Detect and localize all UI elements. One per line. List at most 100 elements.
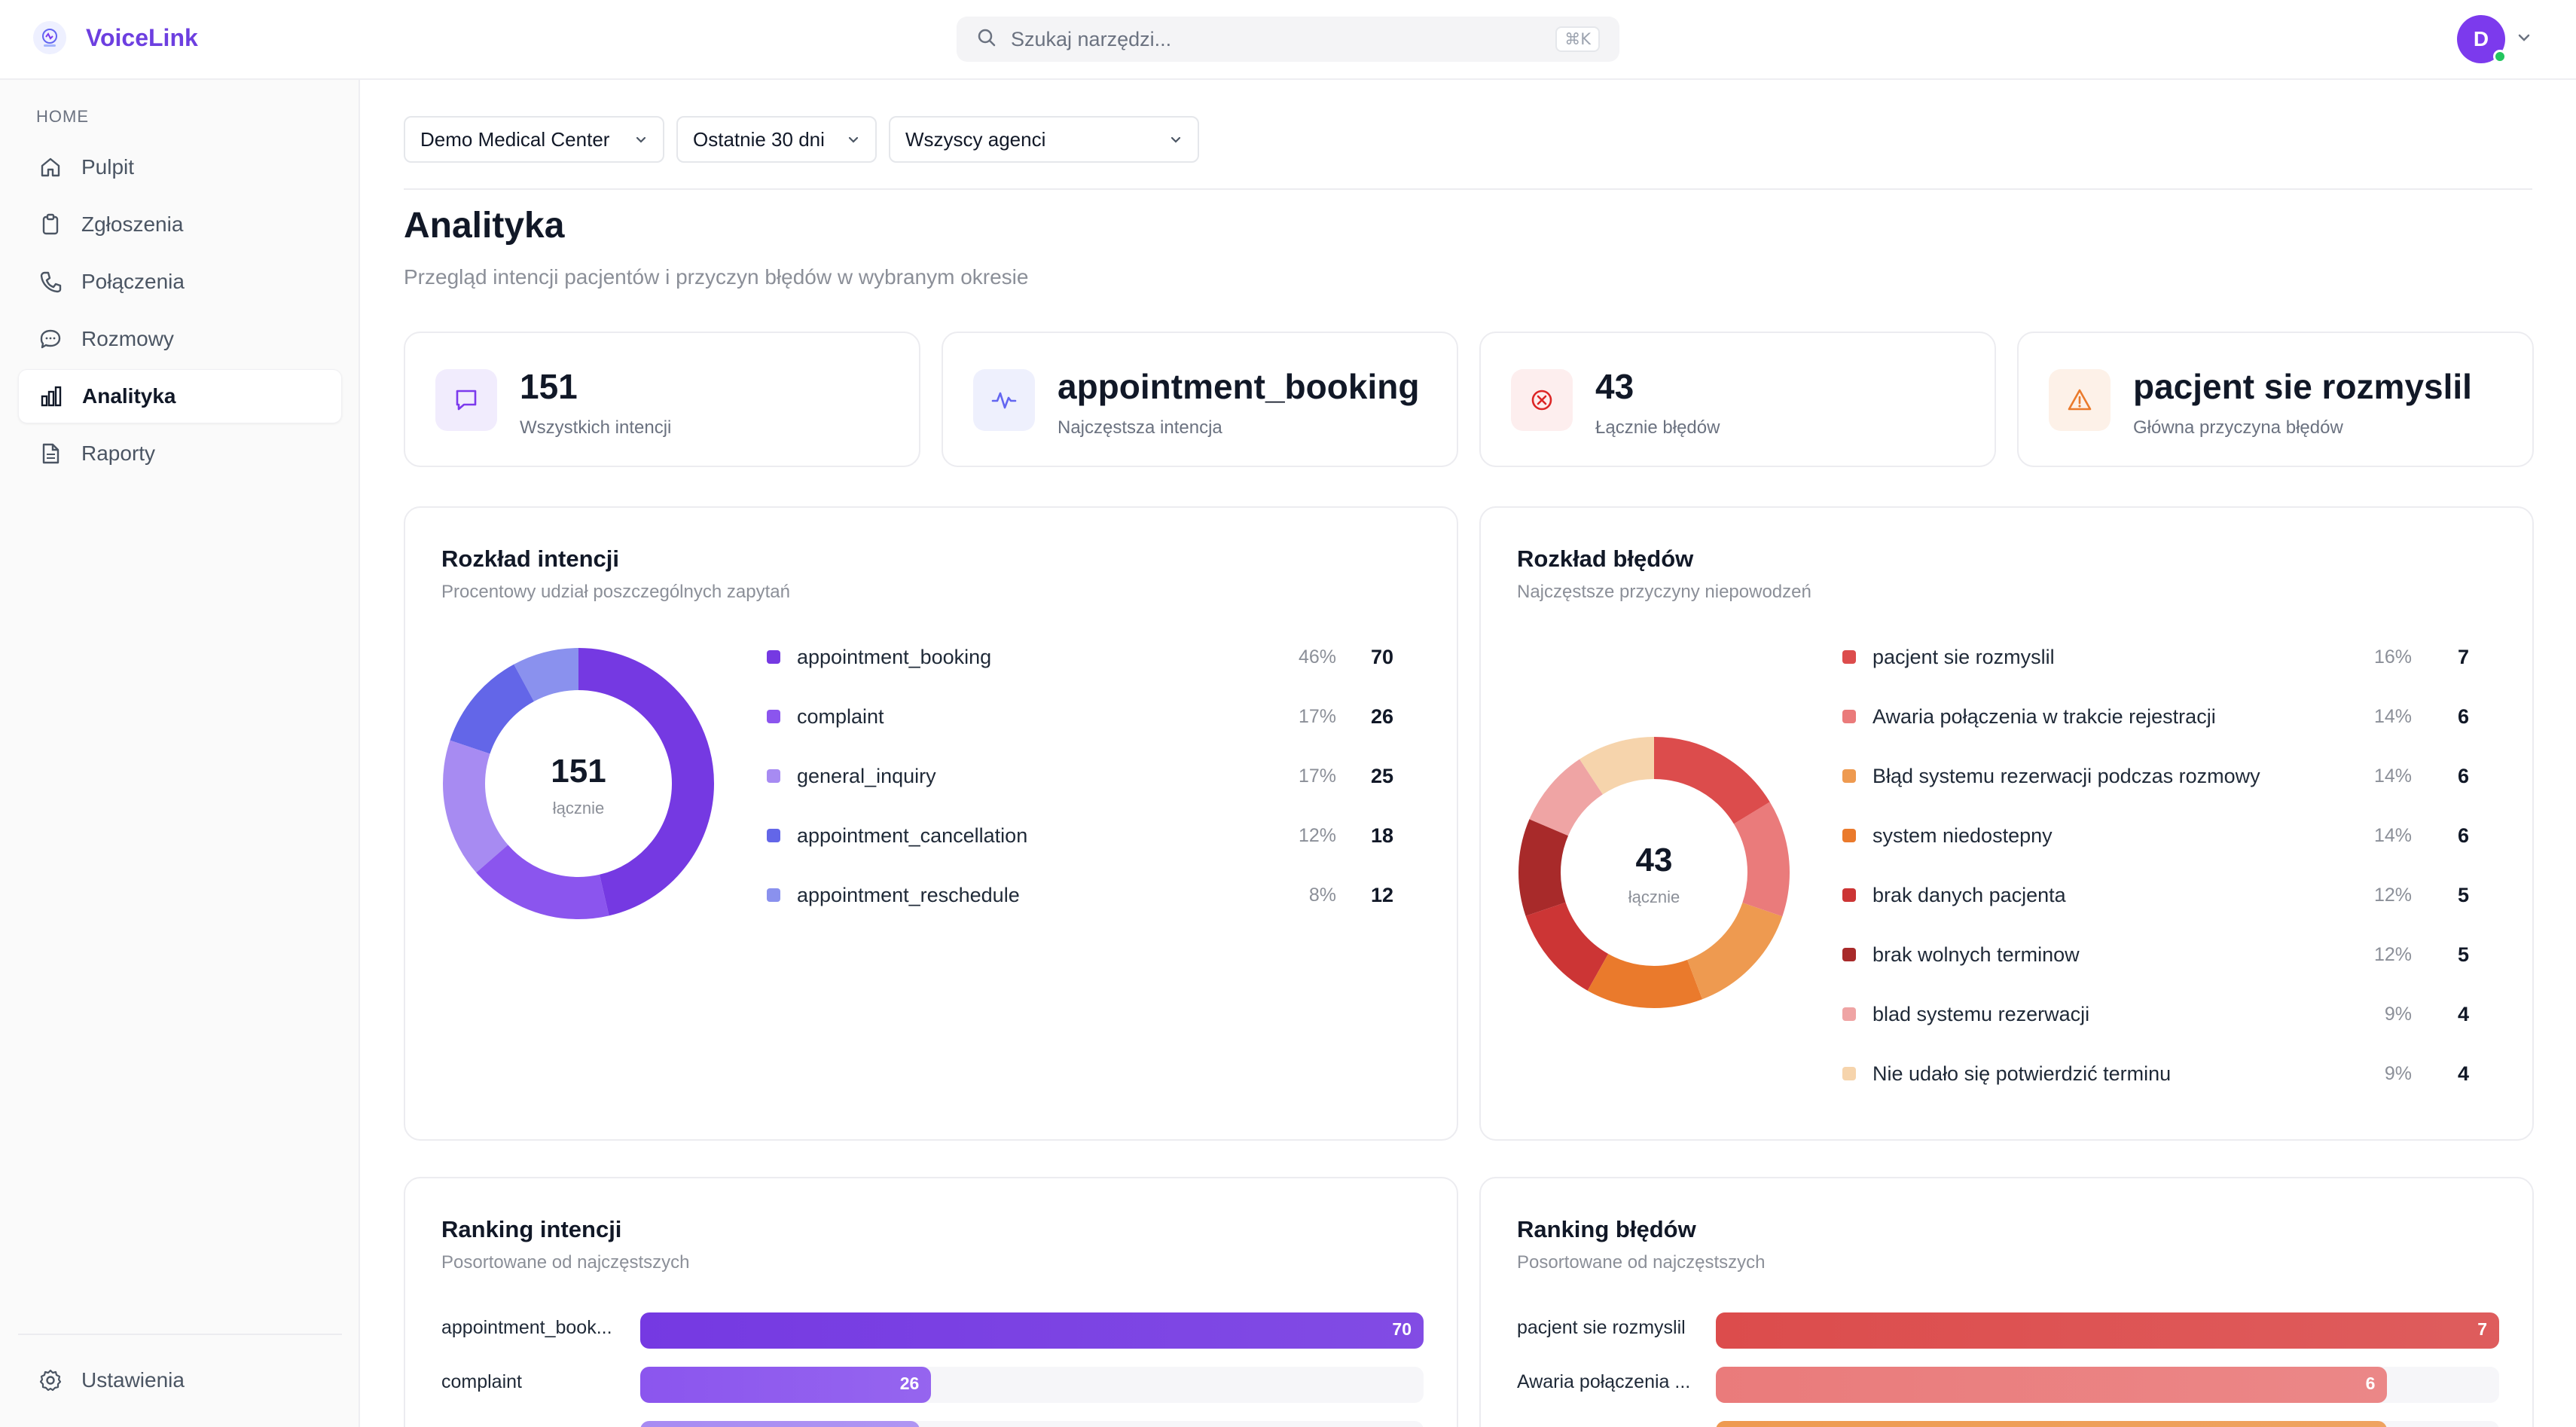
ranking-row[interactable]: pacjent sie rozmyslil 7: [1517, 1312, 2499, 1349]
sidebar-item-label: Raporty: [81, 442, 156, 465]
legend-item[interactable]: general_inquiry 17% 25: [767, 761, 1399, 791]
ranking-value: 70: [1392, 1319, 1412, 1339]
clinic-select[interactable]: Demo Medical Center: [404, 116, 664, 163]
sidebar-item-label: Zgłoszenia: [81, 212, 184, 236]
donut-slice-3[interactable]: [1518, 737, 1790, 1008]
error-ranking-card: Ranking błędów Posortowane od najczęstsz…: [1479, 1177, 2534, 1427]
legend-swatch: [1842, 948, 1856, 961]
sidebar-item-raporty[interactable]: Raporty: [18, 426, 342, 481]
sidebar-item-label: Połączenia: [81, 270, 185, 293]
agents-select[interactable]: Wszyscy agenci: [889, 116, 1199, 163]
sidebar-item-label: Pulpit: [81, 155, 135, 179]
avatar[interactable]: D: [2457, 15, 2507, 63]
page-subtitle: Przegląd intencji pacjentów i przyczyn b…: [404, 265, 1029, 289]
online-status-indicator: [2493, 50, 2507, 63]
ranking-track: 6: [1716, 1421, 2499, 1427]
ranking-value: 26: [899, 1374, 920, 1393]
donut-total: 43: [1636, 842, 1673, 879]
legend-percent: 17%: [1298, 765, 1336, 787]
card-subtitle: Procentowy udział poszczególnych zapytań: [441, 582, 790, 602]
legend-percent: 9%: [2384, 1003, 2412, 1025]
sidebar-item-pulpit[interactable]: Pulpit: [18, 140, 342, 194]
legend-item[interactable]: complaint 17% 26: [767, 701, 1399, 732]
donut-slice-2[interactable]: [443, 648, 714, 919]
chevron-down-icon: [847, 128, 860, 151]
filter-bar: Demo Medical Center Ostatnie 30 dni Wszy…: [404, 116, 1211, 163]
legend-count: 12: [1370, 883, 1393, 906]
legend-label: complaint: [797, 704, 884, 728]
legend-item[interactable]: appointment_booking 46% 70: [767, 642, 1399, 672]
legend-percent: 14%: [2373, 765, 2412, 787]
ranking-row[interactable]: Błąd systemu rezerw...6: [1517, 1421, 2499, 1427]
activity-icon: [973, 369, 1035, 431]
legend-label: general_inquiry: [797, 764, 936, 787]
legend-item[interactable]: appointment_reschedule 8% 12: [767, 880, 1399, 910]
chevron-down-icon: [634, 128, 648, 151]
donut-slice-1[interactable]: [1518, 737, 1790, 1008]
legend-item[interactable]: blad systemu rezerwacji 9% 4: [1842, 999, 2475, 1029]
card-subtitle: Posortowane od najczęstszych: [441, 1252, 690, 1273]
legend-count: 4: [2457, 1002, 2469, 1025]
period-select-value: Ostatnie 30 dni: [693, 127, 825, 151]
app-logo[interactable]: VoiceLink: [33, 21, 198, 54]
legend-count: 5: [2457, 883, 2469, 906]
filters-divider: [404, 188, 2532, 190]
donut-slice-1[interactable]: [443, 648, 714, 919]
legend-swatch: [1842, 829, 1856, 842]
donut-slice-5[interactable]: [1518, 737, 1790, 1008]
stat-value: pacjent sie rozmyslil: [2133, 367, 2472, 406]
legend-item[interactable]: brak wolnych terminow 12% 5: [1842, 940, 2475, 970]
ranking-row[interactable]: general_inquiry25: [441, 1421, 1424, 1427]
legend-swatch: [1842, 769, 1856, 783]
legend-item[interactable]: pacjent sie rozmyslil 16% 7: [1842, 642, 2475, 672]
legend-item[interactable]: Awaria połączenia w trakcie rejestracji 1…: [1842, 701, 2475, 732]
ranking-row[interactable]: Awaria połączenia ... 6: [1517, 1367, 2499, 1403]
ranking-bar: 6: [1716, 1367, 2388, 1403]
stat-label: Wszystkich intencji: [520, 417, 672, 438]
sidebar-item-label: Rozmowy: [81, 327, 174, 350]
legend-percent: 16%: [2373, 646, 2412, 668]
legend-swatch: [1842, 888, 1856, 902]
legend-count: 70: [1370, 645, 1393, 668]
intent-distribution-card: Rozkład intencji Procentowy udział poszc…: [404, 506, 1458, 1141]
user-menu[interactable]: D: [2457, 15, 2532, 63]
period-select[interactable]: Ostatnie 30 dni: [676, 116, 877, 163]
avatar-initial: D: [2473, 27, 2489, 50]
ranking-track: 6: [1716, 1367, 2499, 1403]
legend-item[interactable]: appointment_cancellation 12% 18: [767, 820, 1399, 851]
legend-percent: 12%: [1298, 824, 1336, 846]
legend-count: 6: [2457, 824, 2469, 847]
sidebar-item-zgloszenia[interactable]: Zgłoszenia: [18, 197, 342, 252]
sidebar-item-polaczenia[interactable]: Połączenia: [18, 255, 342, 309]
sidebar-item-rozmowy[interactable]: Rozmowy: [18, 312, 342, 366]
legend-item[interactable]: Nie udało się potwierdzić terminu 9% 4: [1842, 1059, 2475, 1089]
main-content: Demo Medical Center Ostatnie 30 dni Wszy…: [360, 80, 2576, 1427]
legend-count: 7: [2457, 645, 2469, 668]
ranking-row[interactable]: complaint 26: [441, 1367, 1424, 1403]
sidebar-item-analityka[interactable]: Analityka: [18, 369, 342, 423]
sidebar-item-ustawienia[interactable]: Ustawienia: [18, 1353, 342, 1407]
chevron-down-icon[interactable]: [2516, 29, 2532, 50]
legend-swatch: [767, 650, 780, 664]
ranking-row[interactable]: appointment_book... 70: [441, 1312, 1424, 1349]
legend-item[interactable]: brak danych pacjenta 12% 5: [1842, 880, 2475, 910]
error-legend: pacjent sie rozmyslil 16% 7 Awaria połączen…: [1842, 642, 2475, 1124]
legend-swatch: [1842, 710, 1856, 723]
legend-swatch: [1842, 1007, 1856, 1021]
home-icon: [38, 154, 63, 180]
legend-percent: 17%: [1298, 705, 1336, 727]
stat-value: appointment_booking: [1058, 367, 1420, 406]
gear-icon: [38, 1367, 63, 1393]
legend-percent: 14%: [2373, 705, 2412, 727]
search-bar[interactable]: ⌘K: [957, 17, 1619, 62]
donut-slice-0[interactable]: [443, 648, 714, 919]
ranking-label: complaint: [441, 1371, 522, 1392]
intent-ranking-card: Ranking intencji Posortowane od najczęst…: [404, 1177, 1458, 1427]
legend-percent: 8%: [1308, 884, 1336, 906]
top-bar: VoiceLink ⌘K D: [0, 0, 2576, 80]
search-input[interactable]: [1011, 27, 1556, 51]
legend-swatch: [767, 710, 780, 723]
donut-slice-0[interactable]: [1518, 737, 1790, 1008]
legend-item[interactable]: system niedostepny 14% 6: [1842, 820, 2475, 851]
legend-item[interactable]: Błąd systemu rezerwacji podczas rozmowy 1…: [1842, 761, 2475, 791]
